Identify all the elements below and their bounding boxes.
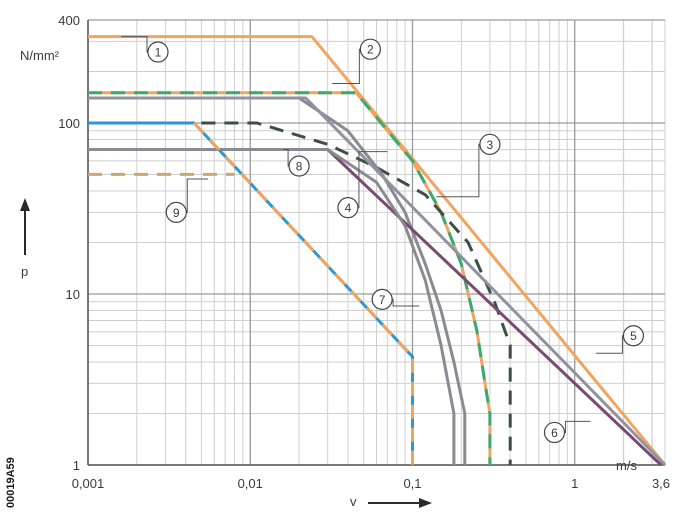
callout-badge-9 [165, 201, 187, 223]
series-layer [88, 35, 667, 467]
callout-badge-7 [371, 288, 393, 310]
callout-number-9: 9 [173, 206, 180, 220]
y-tick-label: 100 [58, 116, 80, 131]
x-unit-label: m/s [616, 458, 637, 473]
callout-number-7: 7 [379, 293, 386, 307]
callout-badge-6 [543, 421, 566, 444]
y-tick-label: 10 [66, 287, 80, 302]
series-line-5 [88, 96, 667, 467]
x-tick-label: 0,01 [238, 476, 263, 491]
y-tick-label: 1 [73, 458, 80, 473]
tick-label-layer: 0,001 0,01 0,1 1 3,6 1 10 100 400 [58, 13, 670, 491]
x-axis-arrow [368, 498, 432, 508]
figure-code-label: 00019A59 [5, 457, 17, 508]
x-tick-label: 1 [571, 476, 578, 491]
callout-number-8: 8 [296, 160, 303, 174]
callout-badge-3 [479, 133, 501, 155]
x-tick-label: 0,1 [403, 476, 421, 491]
y-unit-label: N/mm² [20, 48, 60, 63]
y-axis-label: p [21, 264, 28, 279]
callout-number-1: 1 [155, 45, 162, 59]
callout-number-2: 2 [367, 43, 374, 57]
series-line-3 [201, 121, 512, 465]
series-line-2 [88, 91, 492, 465]
series-line-1 [88, 35, 667, 466]
callout-number-6: 6 [551, 426, 558, 440]
x-axis-label: v [350, 494, 357, 509]
callout-badge-5 [622, 325, 645, 347]
callout-layer: 1 2 3 4 5 6 7 8 9 [121, 36, 645, 444]
callout-badge-8 [288, 155, 310, 177]
callout-badge-1 [147, 41, 169, 63]
x-tick-label: 0,001 [72, 476, 105, 491]
callout-number-5: 5 [630, 329, 637, 343]
series-line-7 [88, 148, 456, 465]
y-tick-label: 400 [58, 13, 80, 28]
series-line-8 [192, 121, 414, 465]
x-tick-label: 3,6 [652, 476, 670, 491]
callout-number-3: 3 [487, 138, 494, 152]
callout-number-4: 4 [345, 201, 352, 215]
y-axis-arrow [20, 198, 30, 255]
callout-badge-4 [337, 196, 359, 219]
callout-badge-2 [359, 38, 381, 60]
